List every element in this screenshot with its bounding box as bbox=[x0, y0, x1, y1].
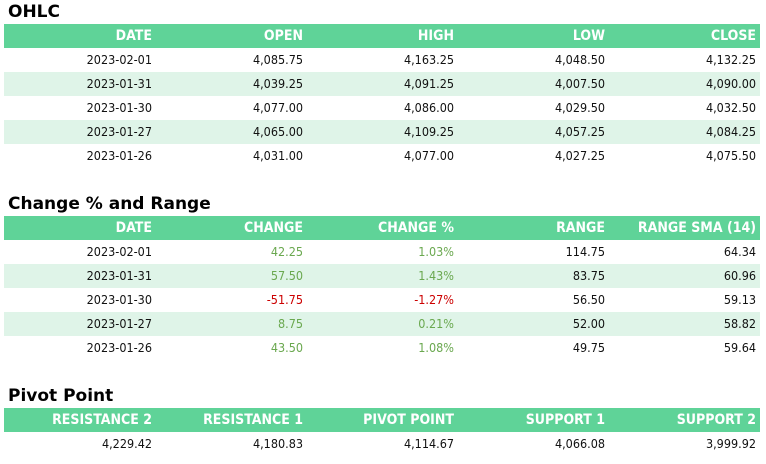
ohlc-cell-low: 4,029.50 bbox=[554, 100, 605, 115]
change-cell-change-pct: 1.03% bbox=[418, 244, 454, 259]
table-row: 2023-01-27 4,065.00 4,109.25 4,057.25 4,… bbox=[4, 120, 760, 144]
change-cell-range-sma: 59.64 bbox=[723, 340, 756, 355]
ohlc-cell-high: 4,163.25 bbox=[403, 52, 454, 67]
ohlc-cell-high: 4,109.25 bbox=[307, 120, 458, 144]
ohlc-cell-close: 4,032.50 bbox=[705, 100, 756, 115]
pivot-section: Pivot Point RESISTANCE 2 RESISTANCE 1 PI… bbox=[4, 384, 760, 456]
ohlc-cell-close: 4,132.25 bbox=[705, 52, 756, 67]
ohlc-cell-high: 4,086.00 bbox=[403, 100, 454, 115]
change-cell-range-sma: 58.82 bbox=[609, 312, 760, 336]
ohlc-col-close: CLOSE bbox=[609, 24, 760, 48]
ohlc-cell-high: 4,091.25 bbox=[307, 72, 458, 96]
ohlc-section: OHLC DATE OPEN HIGH LOW CLOSE 2023-02-01… bbox=[4, 0, 760, 168]
table-row: 2023-02-01 42.25 1.03% 114.75 64.34 bbox=[4, 240, 760, 264]
change-cell-date: 2023-01-31 bbox=[4, 264, 156, 288]
pivot-table: RESISTANCE 2 RESISTANCE 1 PIVOT POINT SU… bbox=[4, 408, 760, 456]
change-cell-change: 42.25 bbox=[270, 244, 303, 259]
ohlc-cell-close: 4,075.50 bbox=[705, 148, 756, 163]
pivot-cell-pivot-point: 4,114.67 bbox=[403, 436, 454, 451]
table-row: 2023-01-31 4,039.25 4,091.25 4,007.50 4,… bbox=[4, 72, 760, 96]
ohlc-cell-close: 4,084.25 bbox=[609, 120, 760, 144]
change-cell-change-pct: -1.27% bbox=[414, 292, 454, 307]
pivot-col-support-1: SUPPORT 1 bbox=[458, 408, 609, 432]
ohlc-cell-date: 2023-01-30 bbox=[86, 100, 152, 115]
ohlc-col-high: HIGH bbox=[307, 24, 458, 48]
change-cell-date: 2023-02-01 bbox=[86, 244, 152, 259]
change-col-date: DATE bbox=[4, 216, 156, 240]
change-cell-range-sma: 59.13 bbox=[723, 292, 756, 307]
change-col-change: CHANGE bbox=[156, 216, 307, 240]
change-cell-date: 2023-01-30 bbox=[86, 292, 152, 307]
table-row: 2023-01-27 8.75 0.21% 52.00 58.82 bbox=[4, 312, 760, 336]
change-cell-date: 2023-01-27 bbox=[4, 312, 156, 336]
ohlc-cell-open: 4,085.75 bbox=[252, 52, 303, 67]
change-cell-change: 43.50 bbox=[270, 340, 303, 355]
ohlc-cell-high: 4,077.00 bbox=[403, 148, 454, 163]
pivot-header-row: RESISTANCE 2 RESISTANCE 1 PIVOT POINT SU… bbox=[4, 408, 760, 432]
change-range-table: DATE CHANGE CHANGE % RANGE RANGE SMA (14… bbox=[4, 216, 760, 360]
ohlc-col-open: OPEN bbox=[156, 24, 307, 48]
pivot-cell-support-1: 4,066.08 bbox=[554, 436, 605, 451]
change-cell-range: 83.75 bbox=[458, 264, 609, 288]
ohlc-cell-date: 2023-01-31 bbox=[4, 72, 156, 96]
ohlc-cell-low: 4,048.50 bbox=[554, 52, 605, 67]
pivot-cell-support-2: 3,999.92 bbox=[705, 436, 756, 451]
change-col-range: RANGE bbox=[458, 216, 609, 240]
ohlc-cell-close: 4,090.00 bbox=[609, 72, 760, 96]
change-cell-change: 8.75 bbox=[156, 312, 307, 336]
table-row: 2023-01-26 4,031.00 4,077.00 4,027.25 4,… bbox=[4, 144, 760, 168]
ohlc-title: OHLC bbox=[8, 2, 60, 22]
ohlc-cell-open: 4,065.00 bbox=[156, 120, 307, 144]
change-cell-range: 52.00 bbox=[458, 312, 609, 336]
table-row: 2023-02-01 4,085.75 4,163.25 4,048.50 4,… bbox=[4, 48, 760, 72]
ohlc-table: DATE OPEN HIGH LOW CLOSE 2023-02-01 4,08… bbox=[4, 24, 760, 168]
ohlc-cell-open: 4,077.00 bbox=[252, 100, 303, 115]
pivot-title: Pivot Point bbox=[8, 386, 114, 406]
table-row: 2023-01-30 4,077.00 4,086.00 4,029.50 4,… bbox=[4, 96, 760, 120]
change-cell-change-pct: 1.43% bbox=[307, 264, 458, 288]
change-col-range-sma: RANGE SMA (14) bbox=[609, 216, 760, 240]
ohlc-cell-open: 4,039.25 bbox=[156, 72, 307, 96]
pivot-col-support-2: SUPPORT 2 bbox=[609, 408, 760, 432]
ohlc-cell-low: 4,007.50 bbox=[458, 72, 609, 96]
ohlc-cell-date: 2023-01-26 bbox=[86, 148, 152, 163]
ohlc-header-row: DATE OPEN HIGH LOW CLOSE bbox=[4, 24, 760, 48]
change-cell-change-pct: 1.08% bbox=[418, 340, 454, 355]
ohlc-cell-date: 2023-02-01 bbox=[86, 52, 152, 67]
change-range-section: Change % and Range DATE CHANGE CHANGE % … bbox=[4, 192, 760, 360]
ohlc-col-date: DATE bbox=[4, 24, 156, 48]
ohlc-cell-low: 4,057.25 bbox=[458, 120, 609, 144]
ohlc-cell-low: 4,027.25 bbox=[554, 148, 605, 163]
change-col-change-pct: CHANGE % bbox=[307, 216, 458, 240]
pivot-cell-resistance-2: 4,229.42 bbox=[101, 436, 152, 451]
table-row: 2023-01-30 -51.75 -1.27% 56.50 59.13 bbox=[4, 288, 760, 312]
change-cell-range: 56.50 bbox=[572, 292, 605, 307]
pivot-col-resistance-2: RESISTANCE 2 bbox=[4, 408, 156, 432]
table-row: 4,229.42 4,180.83 4,114.67 4,066.08 3,99… bbox=[4, 432, 760, 456]
change-cell-change: -51.75 bbox=[266, 292, 303, 307]
ohlc-cell-date: 2023-01-27 bbox=[4, 120, 156, 144]
change-cell-range-sma: 64.34 bbox=[723, 244, 756, 259]
table-row: 2023-01-31 57.50 1.43% 83.75 60.96 bbox=[4, 264, 760, 288]
change-cell-date: 2023-01-26 bbox=[86, 340, 152, 355]
change-header-row: DATE CHANGE CHANGE % RANGE RANGE SMA (14… bbox=[4, 216, 760, 240]
change-cell-change: 57.50 bbox=[156, 264, 307, 288]
change-cell-range: 114.75 bbox=[565, 244, 605, 259]
ohlc-col-low: LOW bbox=[458, 24, 609, 48]
pivot-cell-resistance-1: 4,180.83 bbox=[252, 436, 303, 451]
table-row: 2023-01-26 43.50 1.08% 49.75 59.64 bbox=[4, 336, 760, 360]
change-cell-range: 49.75 bbox=[572, 340, 605, 355]
change-cell-change-pct: 0.21% bbox=[307, 312, 458, 336]
change-range-title: Change % and Range bbox=[8, 194, 211, 214]
pivot-col-resistance-1: RESISTANCE 1 bbox=[156, 408, 307, 432]
ohlc-cell-open: 4,031.00 bbox=[252, 148, 303, 163]
change-cell-range-sma: 60.96 bbox=[609, 264, 760, 288]
pivot-col-pivot-point: PIVOT POINT bbox=[307, 408, 458, 432]
